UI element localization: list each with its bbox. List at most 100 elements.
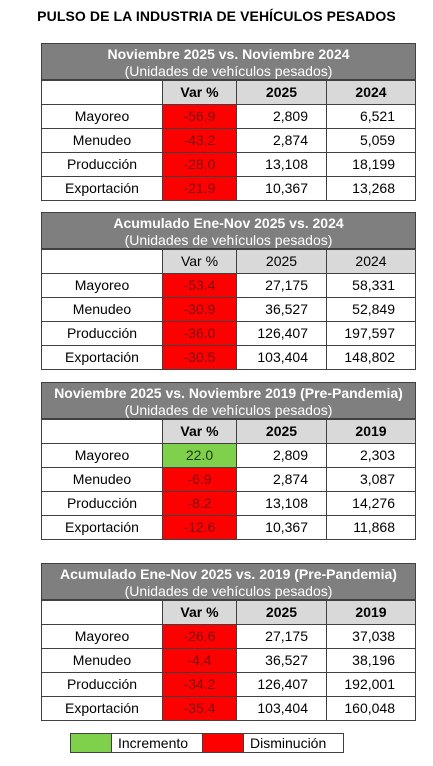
year2-cell: 38,196 (326, 649, 415, 672)
year1-cell: 126,407 (236, 673, 326, 696)
year2-cell: 197,597 (326, 322, 415, 345)
table-row: Menudeo -6.9 2,874 3,087 (42, 467, 415, 491)
var-cell: -43.2 (162, 129, 236, 152)
column-header-year2: 2024 (326, 250, 415, 273)
row-label: Exportación (65, 519, 139, 535)
year1-cell: 27,175 (236, 274, 326, 297)
year1-cell: 2,874 (236, 468, 326, 491)
table-row: Producción -34.2 126,407 192,001 (42, 672, 415, 696)
table-row: Producción -36.0 126,407 197,597 (42, 321, 415, 345)
table-subtitle: (Unidades de vehículos pesados) (124, 583, 333, 599)
row-label: Menudeo (72, 301, 132, 317)
page-title: PULSO DE LA INDUSTRIA DE VEHÍCULOS PESAD… (37, 8, 396, 24)
table-row: Exportación -12.6 10,367 11,868 (42, 515, 415, 539)
year1-cell: 2,874 (236, 129, 326, 152)
row-label: Producción (66, 325, 138, 341)
column-header-var: Var % (162, 81, 236, 104)
year2-cell: 13,268 (326, 177, 415, 200)
row-label: Producción (66, 156, 138, 172)
var-cell: -30.9 (162, 298, 236, 321)
table-row: Mayoreo -26.6 27,175 37,038 (42, 624, 415, 648)
var-cell: -53.4 (162, 274, 236, 297)
year1-cell: 36,527 (236, 298, 326, 321)
table-subtitle: (Unidades de vehículos pesados) (124, 63, 333, 79)
var-cell: -8.2 (162, 492, 236, 515)
table-row: Exportación -21.9 10,367 13,268 (42, 176, 415, 200)
year1-cell: 13,108 (236, 153, 326, 176)
var-cell: -4.4 (162, 649, 236, 672)
table-title: Noviembre 2025 vs. Noviembre 2024 (107, 46, 350, 62)
row-label: Mayoreo (74, 277, 130, 293)
year1-cell: 13,108 (236, 492, 326, 515)
year1-cell: 10,367 (236, 516, 326, 539)
row-label: Menudeo (72, 471, 132, 487)
var-cell: -12.6 (162, 516, 236, 539)
year2-cell: 58,331 (326, 274, 415, 297)
var-cell: -21.9 (162, 177, 236, 200)
year1-cell: 2,809 (236, 105, 326, 128)
table-nov-2025-vs-nov-2019: Noviembre 2025 vs. Noviembre 2019 (Pre-P… (41, 382, 416, 540)
column-header-year1: 2025 (236, 420, 326, 443)
row-label: Menudeo (72, 132, 132, 148)
var-cell: -56.9 (162, 105, 236, 128)
column-header-empty (42, 601, 162, 624)
table-header: Acumulado Ene-Nov 2025 vs. 2024 (Unidade… (42, 213, 415, 249)
year2-cell: 2,303 (326, 444, 415, 467)
table-row: Mayoreo -53.4 27,175 58,331 (42, 273, 415, 297)
table-nov-2025-vs-nov-2024: Noviembre 2025 vs. Noviembre 2024 (Unida… (41, 43, 416, 201)
var-cell: -36.0 (162, 322, 236, 345)
row-label: Exportación (65, 700, 139, 716)
year2-cell: 11,868 (326, 516, 415, 539)
year1-cell: 27,175 (236, 625, 326, 648)
column-header-empty (42, 420, 162, 443)
year1-cell: 2,809 (236, 444, 326, 467)
table-row: Menudeo -30.9 36,527 52,849 (42, 297, 415, 321)
table-header: Noviembre 2025 vs. Noviembre 2024 (Unida… (42, 44, 415, 80)
year1-cell: 10,367 (236, 177, 326, 200)
column-header-var: Var % (162, 420, 236, 443)
legend-decrease-label: Disminución (243, 734, 343, 752)
column-header-year2: 2019 (326, 601, 415, 624)
table-row: Menudeo -4.4 36,527 38,196 (42, 648, 415, 672)
column-header-var: Var % (162, 601, 236, 624)
column-header-row: Var % 2025 2019 (42, 600, 415, 624)
row-label: Menudeo (72, 652, 132, 668)
year1-cell: 36,527 (236, 649, 326, 672)
column-header-var: Var % (162, 250, 236, 273)
column-header-year2: 2019 (326, 420, 415, 443)
table-title: Noviembre 2025 vs. Noviembre 2019 (Pre-P… (54, 385, 403, 401)
column-header-row: Var % 2025 2024 (42, 249, 415, 273)
var-cell: 22.0 (162, 444, 236, 467)
var-cell: -30.5 (162, 346, 236, 369)
column-header-row: Var % 2025 2019 (42, 419, 415, 443)
column-header-year1: 2025 (236, 601, 326, 624)
row-label: Mayoreo (74, 628, 130, 644)
row-label: Mayoreo (74, 108, 130, 124)
table-header: Noviembre 2025 vs. Noviembre 2019 (Pre-P… (42, 383, 415, 419)
legend-increase-label: Incremento (111, 734, 203, 752)
column-header-year1: 2025 (236, 81, 326, 104)
column-header-empty (42, 250, 162, 273)
table-row: Menudeo -43.2 2,874 5,059 (42, 128, 415, 152)
var-cell: -35.4 (162, 697, 236, 720)
column-header-year1: 2025 (236, 250, 326, 273)
table-acumulado-2025-vs-2024: Acumulado Ene-Nov 2025 vs. 2024 (Unidade… (41, 212, 416, 370)
row-label: Producción (66, 676, 138, 692)
table-row: Exportación -35.4 103,404 160,048 (42, 696, 415, 720)
var-cell: -28.0 (162, 153, 236, 176)
year2-cell: 148,802 (326, 346, 415, 369)
year2-cell: 37,038 (326, 625, 415, 648)
year2-cell: 52,849 (326, 298, 415, 321)
row-label: Exportación (65, 180, 139, 196)
year1-cell: 103,404 (236, 346, 326, 369)
year1-cell: 103,404 (236, 697, 326, 720)
var-cell: -6.9 (162, 468, 236, 491)
year1-cell: 126,407 (236, 322, 326, 345)
year2-cell: 14,276 (326, 492, 415, 515)
row-label: Producción (66, 495, 138, 511)
year2-cell: 160,048 (326, 697, 415, 720)
table-row: Producción -8.2 13,108 14,276 (42, 491, 415, 515)
year2-cell: 6,521 (326, 105, 415, 128)
table-row: Mayoreo -56.9 2,809 6,521 (42, 104, 415, 128)
year2-cell: 18,199 (326, 153, 415, 176)
